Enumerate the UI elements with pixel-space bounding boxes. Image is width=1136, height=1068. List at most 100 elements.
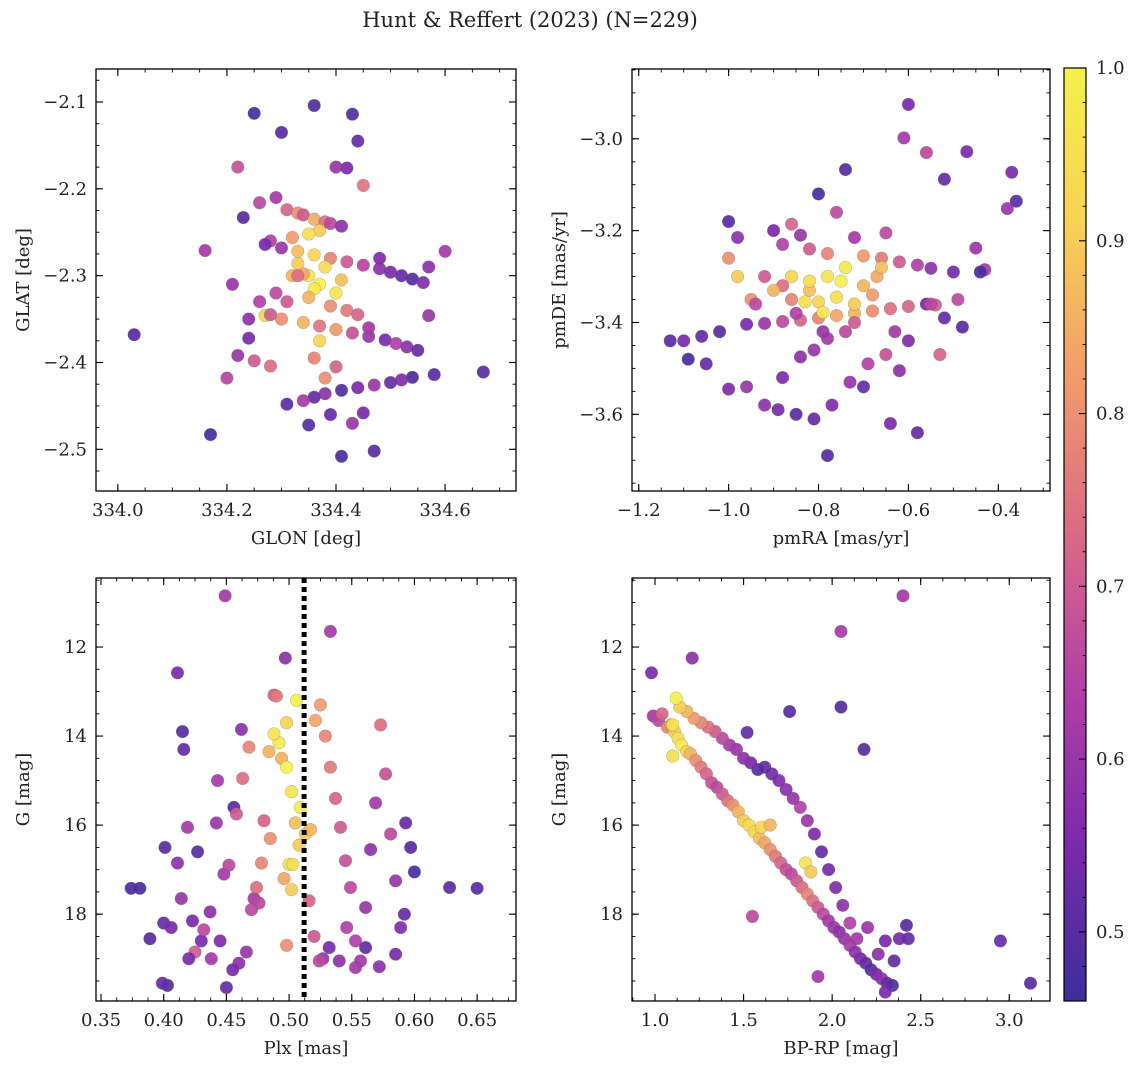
data-point bbox=[263, 831, 277, 846]
data-point bbox=[443, 880, 457, 895]
data-point bbox=[194, 934, 208, 948]
data-point bbox=[973, 265, 987, 279]
data-point bbox=[993, 934, 1008, 948]
data-point bbox=[847, 297, 862, 311]
data-point bbox=[892, 364, 907, 378]
data-point bbox=[280, 716, 294, 730]
data-point bbox=[263, 359, 278, 373]
data-point bbox=[329, 286, 343, 300]
x-axis-label: Plx [mas] bbox=[264, 1038, 349, 1059]
points-layer bbox=[663, 97, 1023, 463]
data-point bbox=[323, 408, 338, 422]
colorbar-tick-label: 1.0 bbox=[1096, 58, 1125, 79]
y-tick-label: −2.1 bbox=[43, 92, 87, 113]
data-point bbox=[804, 865, 818, 879]
data-point bbox=[247, 106, 261, 120]
x-tick-label: 334.0 bbox=[92, 500, 144, 521]
data-point bbox=[379, 767, 393, 781]
data-point bbox=[239, 945, 253, 959]
x-tick-label: 0.65 bbox=[457, 1010, 497, 1031]
data-point bbox=[356, 178, 370, 192]
data-point bbox=[302, 418, 316, 432]
data-point bbox=[856, 279, 871, 293]
data-point bbox=[901, 334, 916, 348]
data-point bbox=[763, 818, 777, 832]
data-point bbox=[422, 309, 436, 323]
data-point bbox=[351, 381, 365, 395]
data-point bbox=[644, 666, 659, 680]
data-point bbox=[681, 352, 695, 366]
data-point bbox=[427, 368, 441, 382]
data-point bbox=[1009, 194, 1023, 208]
data-point bbox=[318, 371, 332, 385]
data-point bbox=[969, 241, 983, 255]
data-point bbox=[951, 292, 965, 307]
data-point bbox=[946, 265, 961, 279]
data-point bbox=[740, 725, 754, 740]
data-point bbox=[1005, 165, 1019, 179]
data-point bbox=[269, 286, 283, 300]
data-point bbox=[816, 325, 830, 339]
data-point bbox=[226, 963, 240, 977]
data-point bbox=[174, 891, 188, 906]
data-point bbox=[209, 816, 223, 830]
data-point bbox=[861, 357, 875, 371]
data-point bbox=[323, 624, 338, 639]
data-point bbox=[666, 718, 680, 732]
data-point bbox=[296, 315, 310, 330]
data-point bbox=[712, 325, 727, 339]
data-point bbox=[267, 727, 281, 741]
data-point bbox=[374, 718, 388, 732]
data-point bbox=[438, 244, 452, 258]
data-point bbox=[340, 920, 354, 935]
colorbar-tick-label: 0.7 bbox=[1096, 576, 1125, 597]
scatter-panel-2: −1.2 −1.0 −0.8 −0.6 −0.4 −3.0 −3.2 −3.4 −3.6 pmRA… bbox=[549, 68, 1051, 549]
data-point bbox=[802, 242, 817, 256]
y-tick-label: −2.5 bbox=[43, 439, 87, 460]
data-point bbox=[933, 348, 947, 362]
data-point bbox=[411, 343, 425, 357]
y-axis-label: G [mag] bbox=[549, 753, 570, 826]
data-point bbox=[364, 842, 378, 857]
data-point bbox=[389, 947, 403, 961]
data-point bbox=[155, 976, 169, 990]
x-tick-label: 0.45 bbox=[206, 1010, 246, 1031]
x-tick-label: 2.5 bbox=[906, 1010, 935, 1031]
data-point bbox=[901, 97, 916, 111]
data-point bbox=[274, 312, 289, 326]
data-point bbox=[359, 940, 373, 955]
data-point bbox=[399, 816, 413, 830]
data-point bbox=[269, 689, 284, 703]
data-point bbox=[204, 952, 218, 966]
data-point bbox=[291, 244, 305, 258]
data-point bbox=[793, 800, 807, 814]
data-point bbox=[937, 172, 952, 186]
data-point bbox=[924, 261, 938, 275]
data-point bbox=[180, 820, 195, 834]
data-point bbox=[829, 309, 844, 323]
figure-title: Hunt & Reffert (2023) (N=229) bbox=[362, 8, 698, 32]
data-point bbox=[323, 760, 338, 774]
data-point bbox=[811, 969, 825, 984]
data-point bbox=[242, 331, 256, 345]
data-point bbox=[291, 256, 305, 271]
data-point bbox=[843, 916, 857, 930]
data-point bbox=[356, 406, 370, 420]
data-point bbox=[910, 258, 925, 272]
data-point bbox=[789, 407, 803, 421]
data-point bbox=[1000, 202, 1014, 216]
points-layer bbox=[124, 578, 484, 1001]
data-point bbox=[302, 290, 316, 305]
data-point bbox=[254, 856, 269, 870]
colorbar-tick-label: 0.8 bbox=[1096, 404, 1125, 425]
data-point bbox=[334, 449, 349, 463]
data-point bbox=[219, 980, 233, 995]
data-point bbox=[775, 315, 790, 329]
data-point bbox=[182, 952, 196, 966]
data-point bbox=[887, 954, 901, 968]
data-point bbox=[699, 357, 713, 371]
data-point bbox=[262, 745, 276, 759]
data-point bbox=[359, 900, 373, 915]
data-point bbox=[1023, 976, 1038, 990]
data-point bbox=[757, 270, 772, 284]
